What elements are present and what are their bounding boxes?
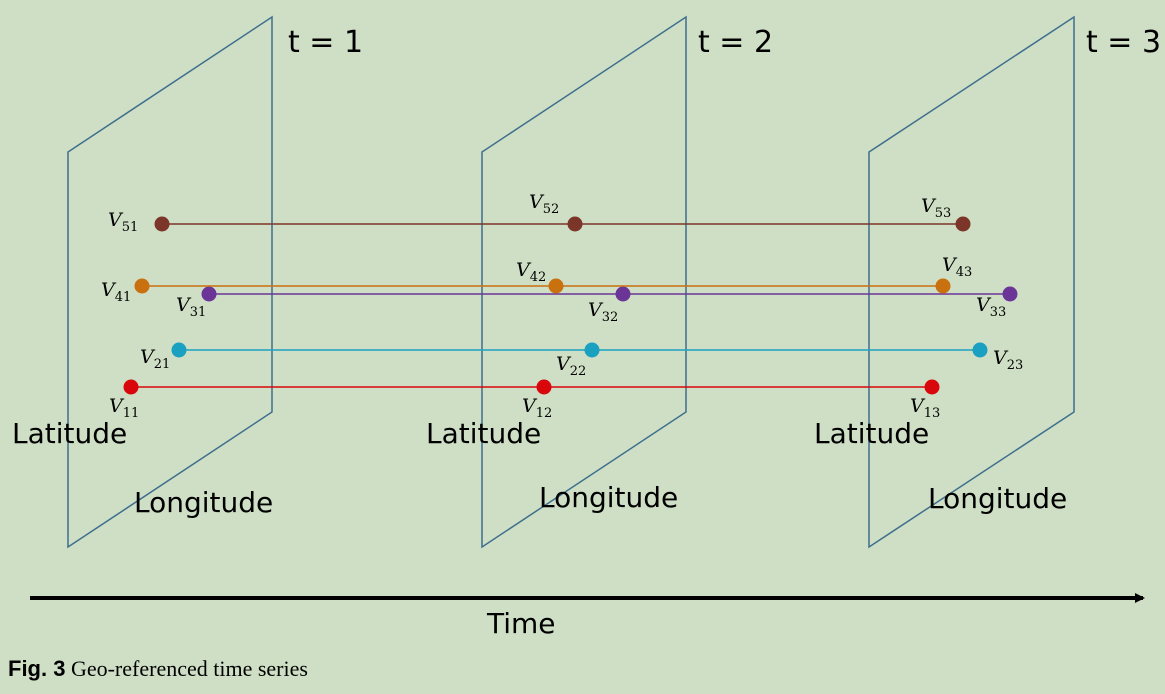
point-v22 [584,342,600,358]
label-v53: V53 [921,195,951,221]
label-v42: V42 [516,259,546,285]
series-5-group: V51 V52 V53 [108,191,971,235]
label-v41: V41 [101,279,131,305]
label-v31: V31 [176,294,206,320]
point-v13 [924,379,940,395]
time-label-1: t = 1 [288,25,363,60]
time-label-3: t = 3 [1086,25,1161,60]
point-v32 [615,286,631,302]
point-v43 [935,278,951,294]
point-v12 [536,379,552,395]
label-v32: V32 [588,299,618,325]
latitude-label-3: Latitude [814,417,929,450]
label-v23: V23 [993,347,1023,373]
point-v41 [134,278,150,294]
label-v21: V21 [140,346,170,372]
latitude-label-2: Latitude [426,417,541,450]
longitude-label-2: Longitude [539,481,678,514]
time-plane-2 [481,15,687,549]
longitude-label-3: Longitude [928,482,1067,515]
time-axis-label: Time [486,607,556,640]
series-4-group: V41 V42 V43 [101,254,972,305]
label-v33: V33 [976,294,1006,320]
figure-caption: Fig. 3 Geo-referenced time series [8,656,308,682]
label-v12: V12 [522,395,552,421]
series-1-group: V11 V12 V13 [109,379,940,421]
longitude-label-1: Longitude [134,486,273,519]
label-v11: V11 [109,395,139,421]
time-plane-1 [67,15,273,549]
point-v11 [123,379,139,395]
series-3-group: V31 V32 V33 [176,286,1018,325]
point-v33 [1002,286,1018,302]
label-v22: V22 [556,353,586,379]
point-v23 [972,342,988,358]
label-v51: V51 [108,209,138,235]
point-v31 [201,286,217,302]
figure-number: Fig. 3 [8,656,66,681]
point-v21 [171,342,187,358]
point-v52 [567,216,583,232]
point-v53 [955,216,971,232]
time-label-2: t = 2 [698,25,773,60]
latitude-label-1: Latitude [12,417,127,450]
time-plane-3 [868,15,1075,549]
point-v51 [154,216,170,232]
point-v42 [548,278,564,294]
label-v52: V52 [529,191,559,217]
label-v13: V13 [910,395,940,421]
series-2-group: V21 V22 V23 [140,342,1023,379]
geo-time-series-diagram: t = 1 t = 2 t = 3 Latitude Latitude Lati… [12,15,1161,640]
figure-caption-text: Geo-referenced time series [70,656,308,681]
label-v43: V43 [942,254,972,280]
